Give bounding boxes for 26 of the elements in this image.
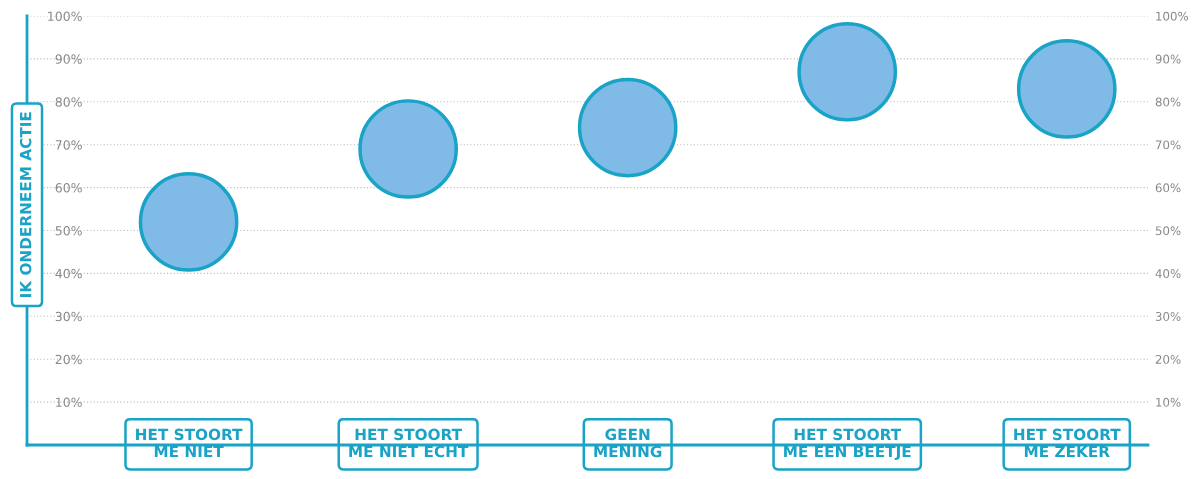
y2-tick-label: 20% bbox=[1155, 354, 1181, 364]
x-tick-label: HET STOORT ME ZEKER bbox=[1014, 428, 1121, 458]
y2-tick-label: 40% bbox=[1155, 269, 1181, 279]
y-tick-label: 20% bbox=[55, 354, 82, 365]
y2-tick-label: 30% bbox=[1155, 312, 1181, 321]
x-tick-label: HET STOORT ME NIET bbox=[136, 428, 243, 458]
y2-tick-label: 90% bbox=[1155, 54, 1181, 64]
x-tick-label: HET STOORT ME NIET ECHT bbox=[349, 428, 469, 458]
x-tick-label: HET STOORT ME EEN BEETJE bbox=[784, 428, 911, 461]
y-tick-label: 60% bbox=[55, 183, 82, 193]
y-tick-label: 30% bbox=[55, 311, 82, 322]
y2-tick-label: 50% bbox=[1155, 226, 1181, 236]
y-tick-label: 100% bbox=[48, 11, 82, 21]
y-tick-label: 80% bbox=[55, 97, 82, 107]
y2-tick-label: 70% bbox=[1155, 140, 1181, 150]
y-tick-label: 10% bbox=[56, 397, 82, 408]
y2-tick-label: 10% bbox=[1156, 397, 1181, 407]
y2-tick-label: 60% bbox=[1155, 183, 1181, 193]
y2-tick-label: 80% bbox=[1155, 97, 1181, 107]
y-tick-label: 70% bbox=[55, 140, 82, 150]
y2-tick-label: 100% bbox=[1156, 11, 1189, 21]
y-tick-label: 90% bbox=[55, 54, 82, 64]
y-tick-label: 50% bbox=[55, 225, 82, 236]
y-tick-label: 40% bbox=[55, 268, 82, 279]
x-tick-label: GEEN MENING bbox=[594, 428, 662, 458]
y-axis-title: IK ONDERNEEM ACTIE bbox=[19, 112, 32, 297]
